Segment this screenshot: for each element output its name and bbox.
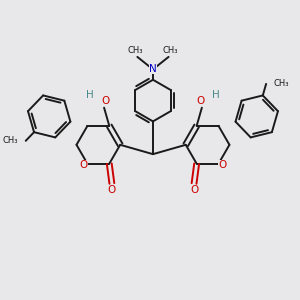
Text: N: N — [149, 64, 157, 74]
Text: CH₃: CH₃ — [273, 80, 289, 88]
Text: CH₃: CH₃ — [163, 46, 178, 55]
Text: H: H — [86, 90, 94, 100]
Text: O: O — [80, 160, 88, 170]
Text: CH₃: CH₃ — [128, 46, 143, 55]
Text: CH₃: CH₃ — [3, 136, 18, 145]
Text: H: H — [212, 90, 220, 100]
Text: O: O — [108, 185, 116, 195]
Text: O: O — [218, 160, 226, 170]
Text: O: O — [190, 185, 198, 195]
Text: O: O — [197, 96, 205, 106]
Text: O: O — [101, 96, 109, 106]
